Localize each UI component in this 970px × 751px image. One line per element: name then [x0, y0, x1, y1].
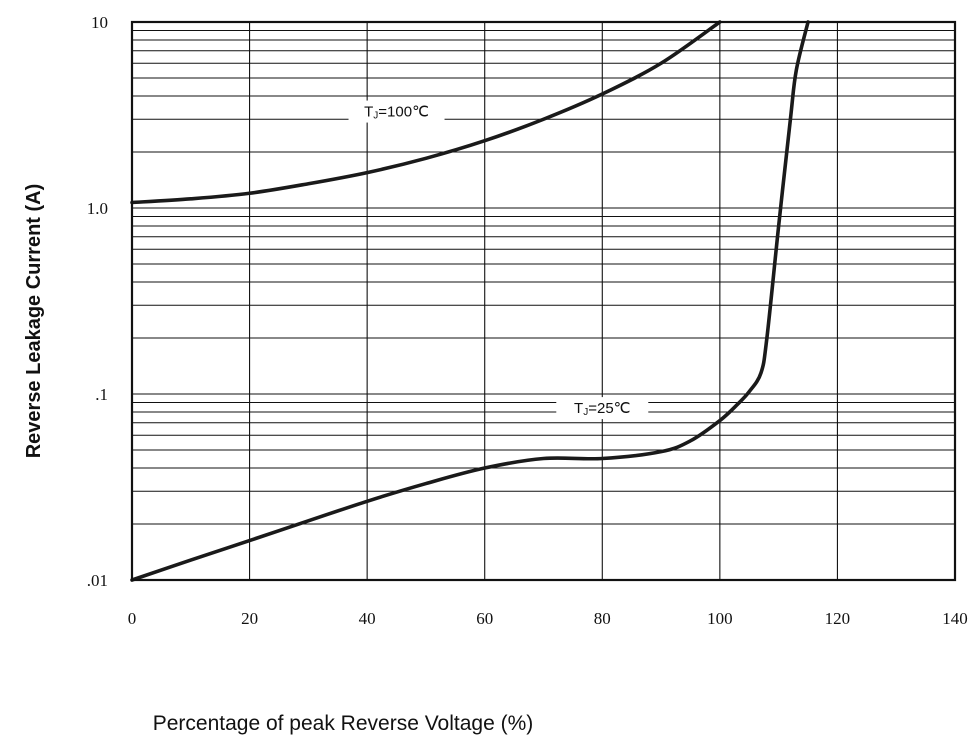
y-tick-label: .01 [87, 571, 108, 590]
y-axis-label: Reverse Leakage Current (A) [23, 184, 45, 459]
x-tick-label: 100 [707, 609, 733, 628]
y-tick-label: 10 [91, 13, 108, 32]
y-tick-label: 1.0 [87, 199, 108, 218]
series-label-tj-100: TJ=100℃ [364, 104, 429, 122]
series [130, 20, 810, 582]
series-line-tj-100 [130, 20, 722, 205]
x-axis-label: Percentage of peak Reverse Voltage (%) [153, 712, 534, 735]
plot-frame [130, 20, 957, 582]
x-tick-label: 80 [594, 609, 611, 628]
x-tick-label: 40 [359, 609, 376, 628]
x-tick-label: 0 [128, 609, 137, 628]
x-tick-label: 120 [825, 609, 851, 628]
grid [131, 22, 956, 581]
annotations: TJ=100℃ TJ=25℃ [348, 100, 649, 420]
tick-labels: 0 20 40 60 80 100 120 140 .01 .1 1.0 10 [87, 13, 968, 628]
series-label-tj-25: TJ=25℃ [574, 400, 630, 418]
series-line-tj-25 [130, 20, 810, 582]
series-label-background [556, 397, 649, 420]
series-label-background [348, 100, 445, 123]
y-tick-label: .1 [95, 385, 108, 404]
x-tick-label: 140 [942, 609, 968, 628]
x-tick-label: 20 [241, 609, 258, 628]
x-tick-label: 60 [476, 609, 493, 628]
